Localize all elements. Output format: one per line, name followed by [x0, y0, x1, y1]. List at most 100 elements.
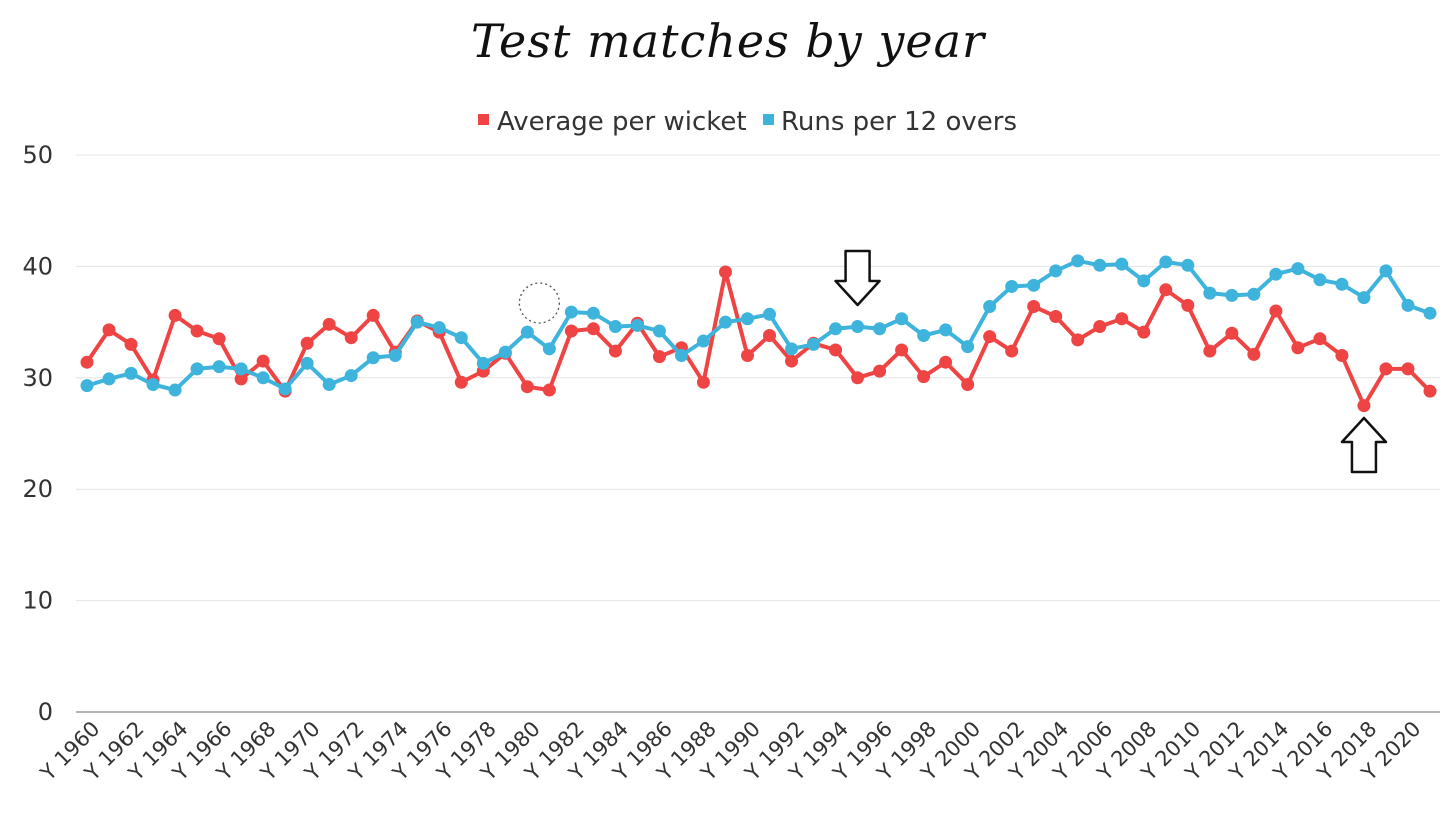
- data-point: [542, 383, 556, 397]
- data-point: [939, 323, 953, 337]
- legend-label-average-per-wicket: Average per wicket: [497, 107, 747, 137]
- data-point: [344, 331, 358, 345]
- legend: Average per wicket Runs per 12 overs: [478, 107, 1017, 137]
- data-point: [102, 372, 116, 386]
- y-tick-label: 50: [22, 141, 53, 169]
- data-point: [1401, 298, 1415, 312]
- data-point: [895, 312, 909, 326]
- data-point: [388, 349, 402, 363]
- data-point: [1027, 300, 1041, 314]
- data-point: [696, 334, 710, 348]
- data-point: [1049, 310, 1063, 324]
- legend-swatch-runs-per-12-overs: [763, 114, 774, 125]
- y-tick-label: 0: [38, 698, 53, 726]
- data-point: [740, 312, 754, 326]
- data-point: [564, 324, 578, 338]
- series-line-2: [85, 258, 1432, 393]
- data-point: [146, 377, 160, 391]
- data-point: [1137, 274, 1151, 288]
- y-tick-label: 10: [22, 587, 53, 615]
- data-point: [1291, 262, 1305, 276]
- data-point: [366, 308, 380, 322]
- data-point: [1159, 283, 1173, 297]
- chart-title: Test matches by year: [470, 14, 986, 68]
- data-point: [1269, 304, 1283, 318]
- data-point: [1005, 279, 1019, 293]
- data-point: [168, 308, 182, 322]
- data-point: [256, 371, 270, 385]
- gridlines: [76, 154, 1440, 713]
- series-lines: [80, 254, 1437, 413]
- data-point: [410, 315, 424, 329]
- data-point: [212, 360, 226, 374]
- data-point: [1203, 344, 1217, 358]
- y-tick-label: 30: [22, 364, 53, 392]
- data-point: [1093, 258, 1107, 272]
- data-point: [608, 320, 622, 334]
- data-point: [102, 323, 116, 337]
- data-point: [1071, 254, 1085, 268]
- data-point: [124, 366, 138, 380]
- data-point: [564, 305, 578, 319]
- data-point: [785, 342, 799, 356]
- data-point: [366, 351, 380, 365]
- data-point: [1247, 287, 1261, 301]
- data-point: [212, 332, 226, 346]
- data-point: [652, 350, 666, 364]
- data-point: [1357, 399, 1371, 413]
- data-point: [1225, 326, 1239, 340]
- data-point: [454, 331, 468, 345]
- data-point: [763, 307, 777, 321]
- data-point: [1335, 349, 1349, 363]
- data-point: [851, 320, 865, 334]
- data-point: [476, 356, 490, 370]
- data-point: [873, 322, 887, 336]
- data-point: [1071, 333, 1085, 347]
- data-point: [1225, 288, 1239, 302]
- data-point: [1423, 306, 1437, 320]
- data-point: [1181, 258, 1195, 272]
- data-point: [1291, 341, 1305, 355]
- data-point: [1093, 320, 1107, 334]
- data-point: [1049, 264, 1063, 278]
- data-point: [432, 321, 446, 335]
- arrow-up-icon: [1340, 416, 1388, 474]
- data-point: [1203, 286, 1217, 300]
- data-point: [190, 324, 204, 338]
- data-point: [829, 322, 843, 336]
- legend-swatch-average-per-wicket: [478, 114, 489, 125]
- data-point: [718, 265, 732, 279]
- data-point: [718, 315, 732, 329]
- data-point: [1313, 273, 1327, 287]
- data-point: [1269, 267, 1283, 281]
- annotations: [518, 249, 1388, 474]
- data-point: [586, 322, 600, 336]
- data-point: [674, 349, 688, 363]
- data-point: [300, 356, 314, 370]
- data-point: [234, 372, 248, 386]
- data-point: [1379, 362, 1393, 376]
- data-point: [520, 380, 534, 394]
- legend-label-runs-per-12-overs: Runs per 12 overs: [781, 107, 1017, 137]
- data-point: [344, 369, 358, 383]
- data-point: [1357, 291, 1371, 305]
- data-point: [740, 349, 754, 363]
- data-point: [961, 340, 975, 354]
- data-point: [1379, 264, 1393, 278]
- data-point: [917, 328, 931, 342]
- data-point: [983, 300, 997, 314]
- data-point: [1335, 277, 1349, 291]
- data-point: [322, 377, 336, 391]
- data-point: [1247, 347, 1261, 361]
- data-point: [939, 355, 953, 369]
- highlight-circle: [518, 282, 560, 324]
- data-point: [80, 355, 94, 369]
- arrow-down-icon: [834, 249, 881, 307]
- data-point: [124, 337, 138, 351]
- data-point: [1027, 278, 1041, 292]
- data-point: [829, 343, 843, 357]
- data-point: [454, 375, 468, 389]
- data-point: [234, 362, 248, 376]
